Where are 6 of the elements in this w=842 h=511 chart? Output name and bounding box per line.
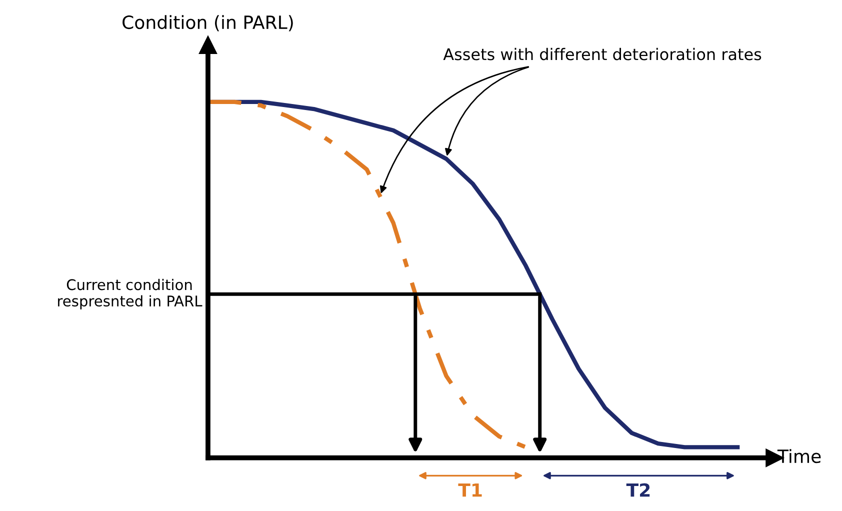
ref-line-label: Current condition respresnted in PARL bbox=[58, 278, 202, 310]
y-axis-title: Condition (in PARL) bbox=[122, 15, 293, 32]
text: T2 bbox=[626, 483, 650, 497]
text: Assets with different deterioration rates bbox=[443, 48, 762, 60]
text: T1 bbox=[458, 483, 482, 497]
x-axis-title: Time bbox=[777, 449, 821, 464]
